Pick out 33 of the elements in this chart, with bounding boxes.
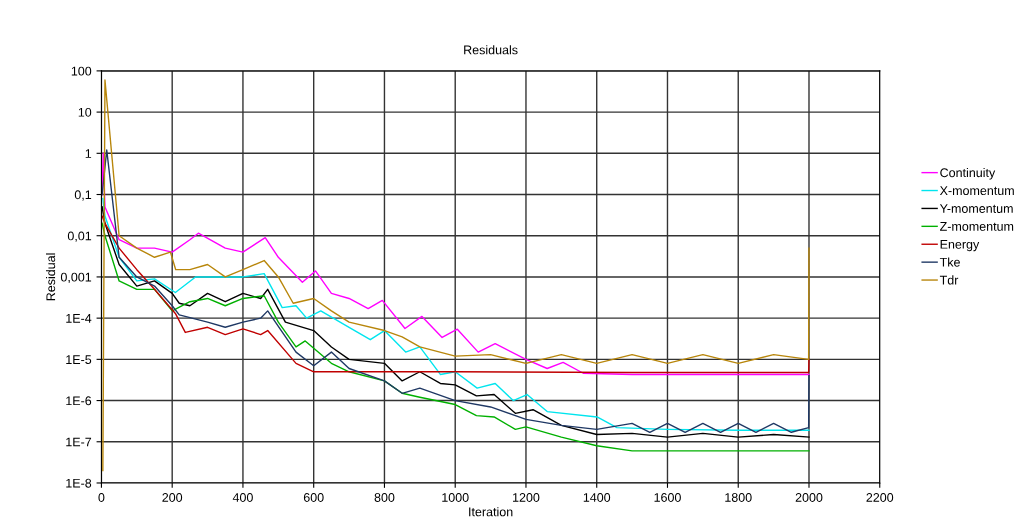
x-tick-label: 400	[232, 493, 253, 502]
x-tick-label: 0	[98, 493, 105, 502]
y-tick-label: 1E-8	[66, 478, 92, 488]
y-tick-label: 100	[71, 66, 92, 76]
x-tick-label: 1400	[583, 493, 611, 502]
x-tick-label: 200	[162, 493, 183, 502]
y-tick-label: 1E-5	[66, 355, 92, 364]
x-tick-label: 1600	[654, 493, 681, 502]
y-tick-label: 0,001	[60, 272, 92, 284]
y-tick-label: 1E-7	[66, 437, 92, 447]
y-tick-label: 10	[78, 107, 92, 117]
y-tick-label: 1E-6	[66, 396, 92, 406]
chart-title: Residuals	[464, 45, 518, 55]
x-tick-label: 600	[303, 493, 324, 502]
y-tick-label: 0,01	[67, 231, 92, 242]
y-tick-label: 1	[85, 149, 92, 158]
x-tick-label: 1800	[725, 493, 752, 502]
x-tick-label: 800	[374, 493, 395, 502]
y-axis-title: Residual	[46, 253, 56, 301]
y-tick-label: 0,1	[74, 190, 92, 201]
x-tick-label: 2200	[866, 493, 894, 502]
legend-label: X-momentum	[939, 186, 1014, 196]
x-tick-label: 1000	[442, 493, 469, 502]
legend-label: Tke	[939, 257, 960, 267]
legend-label: Continuity	[940, 167, 996, 180]
y-tick-label: 1E-4	[66, 314, 92, 323]
legend-label: Y-momentum	[939, 204, 1013, 213]
legend-label: Z-momentum	[940, 222, 1014, 231]
x-tick-label: 2000	[795, 493, 823, 502]
legend-label: Tdr	[939, 275, 959, 285]
x-axis-title: Iteration	[469, 507, 513, 517]
legend-label: Energy	[940, 240, 980, 252]
x-tick-label: 1200	[513, 493, 540, 502]
